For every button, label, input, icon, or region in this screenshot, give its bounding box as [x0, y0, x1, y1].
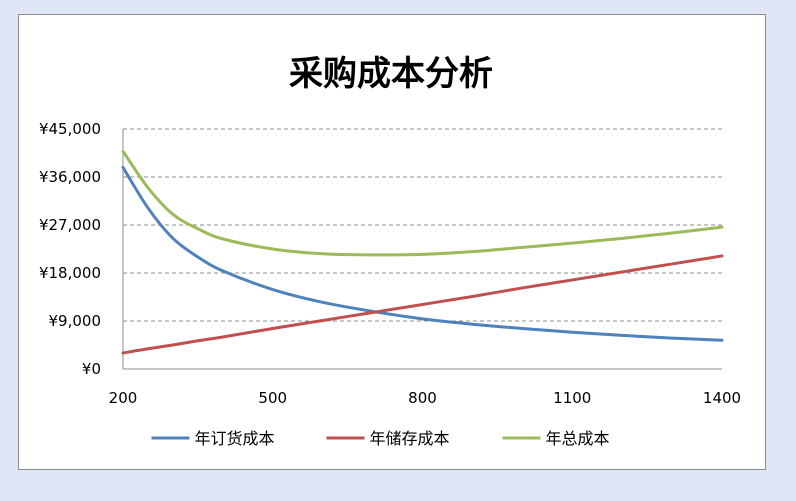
y-tick-label: ¥18,000 — [39, 264, 101, 282]
gridlines — [123, 128, 722, 322]
y-tick-label: ¥27,000 — [39, 216, 101, 234]
series-line-3 — [121, 149, 724, 257]
series-line-2 — [121, 254, 724, 355]
x-tick-label: 1100 — [553, 389, 591, 407]
legend-label: 年订货成本 — [195, 429, 275, 448]
x-tick-label: 1400 — [703, 389, 741, 407]
y-tick-label: ¥0 — [82, 360, 101, 378]
x-axis-ticks: 200 500 800 1100 1400 — [109, 389, 741, 407]
chart-title: 采购成本分析 — [289, 54, 493, 94]
x-tick-label: 200 — [109, 389, 138, 407]
y-tick-label: ¥9,000 — [49, 312, 102, 330]
x-tick-label: 500 — [258, 389, 287, 407]
axes — [122, 129, 722, 370]
y-axis-ticks: ¥0 ¥9,000 ¥18,000 ¥27,000 ¥36,000 ¥45,000 — [39, 120, 101, 378]
y-tick-label: ¥36,000 — [39, 168, 101, 186]
chart-frame — [18, 14, 766, 470]
x-tick-label: 800 — [408, 389, 437, 407]
legend-label: 年总成本 — [546, 429, 610, 448]
y-tick-label: ¥45,000 — [39, 120, 101, 138]
legend: 年订货成本 年储存成本 年总成本 — [151, 429, 610, 448]
series-lines — [121, 149, 724, 355]
legend-label: 年储存成本 — [370, 429, 450, 448]
